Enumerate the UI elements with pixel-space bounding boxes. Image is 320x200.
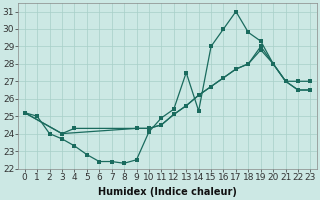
- X-axis label: Humidex (Indice chaleur): Humidex (Indice chaleur): [98, 187, 237, 197]
